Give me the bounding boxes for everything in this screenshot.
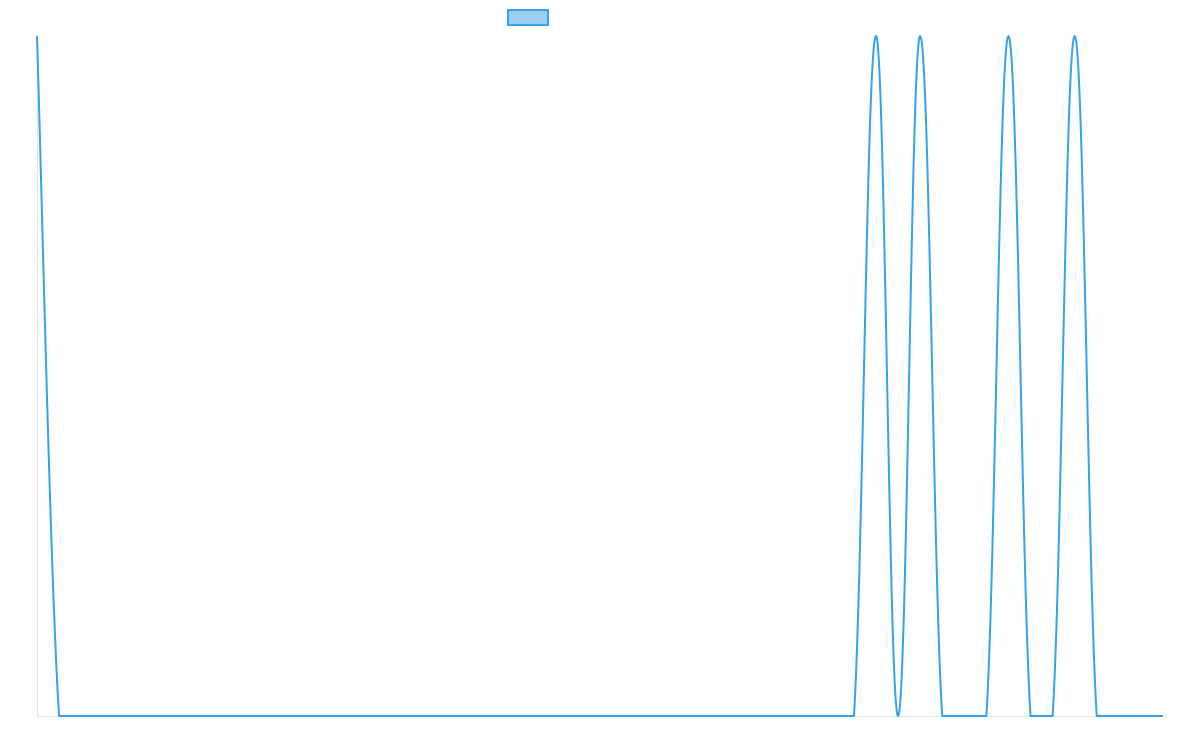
series-layer bbox=[36, 35, 1163, 717]
legend-swatch[interactable] bbox=[507, 9, 549, 26]
series-line-0 bbox=[36, 35, 1163, 717]
